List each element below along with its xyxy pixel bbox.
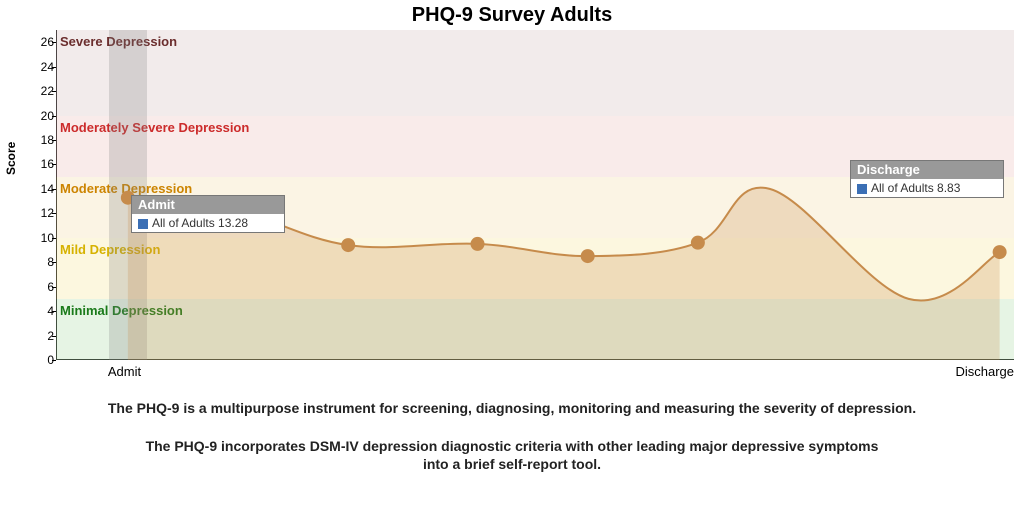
data-point-marker[interactable] [471, 237, 485, 251]
tooltip-header: Discharge [857, 163, 997, 177]
y-tick-label: 4 [32, 304, 54, 318]
y-tick-label: 12 [32, 206, 54, 220]
tooltip-row: All of Adults 8.83 [851, 179, 1003, 197]
chart-title: PHQ-9 Survey Adults [0, 0, 1024, 27]
y-axis-title: Score [4, 142, 18, 175]
tooltip: Admit All of Adults 13.28 [131, 195, 285, 233]
y-tick-label: 22 [32, 84, 54, 98]
y-tick-label: 14 [32, 182, 54, 196]
y-tick-label: 16 [32, 157, 54, 171]
tooltip-row: All of Adults 13.28 [132, 214, 284, 232]
y-tick-label: 2 [32, 329, 54, 343]
y-tick-mark [52, 360, 56, 361]
tooltip-header: Admit [138, 198, 278, 212]
caption-line: into a brief self-report tool. [0, 456, 1024, 472]
legend-swatch [857, 184, 867, 194]
y-tick-label: 18 [32, 133, 54, 147]
chart-area: Minimal DepressionMild DepressionModerat… [30, 30, 1014, 360]
data-point-marker[interactable] [341, 238, 355, 252]
y-tick-label: 0 [32, 353, 54, 367]
tooltip: Discharge All of Adults 8.83 [850, 160, 1004, 198]
y-tick-label: 8 [32, 255, 54, 269]
caption-line: The PHQ-9 is a multipurpose instrument f… [0, 400, 1024, 416]
y-tick-label: 24 [32, 60, 54, 74]
data-point-marker[interactable] [581, 249, 595, 263]
y-tick-label: 20 [32, 109, 54, 123]
x-axis-label-end: Discharge [955, 364, 1014, 379]
plot-region: Minimal DepressionMild DepressionModerat… [56, 30, 1014, 360]
x-axis-label-start: Admit [108, 364, 141, 379]
y-tick-label: 10 [32, 231, 54, 245]
legend-swatch [138, 219, 148, 229]
data-point-marker[interactable] [993, 245, 1007, 259]
caption-line: The PHQ-9 incorporates DSM-IV depression… [0, 438, 1024, 454]
data-point-marker[interactable] [691, 236, 705, 250]
y-tick-label: 26 [32, 35, 54, 49]
y-tick-label: 6 [32, 280, 54, 294]
